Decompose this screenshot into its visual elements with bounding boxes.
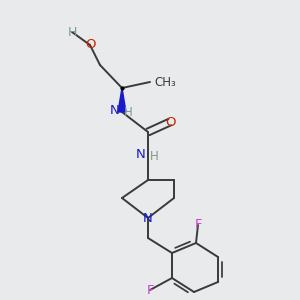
Text: CH₃: CH₃ <box>154 76 176 88</box>
Text: F: F <box>194 218 202 232</box>
Text: N: N <box>136 148 146 160</box>
Text: N: N <box>110 104 120 118</box>
Text: H: H <box>124 106 132 119</box>
Text: H: H <box>67 26 77 38</box>
Text: N: N <box>143 212 153 224</box>
Text: O: O <box>165 116 175 128</box>
Text: H: H <box>150 149 158 163</box>
Text: F: F <box>146 284 154 296</box>
Text: O: O <box>85 38 95 52</box>
Polygon shape <box>118 88 126 112</box>
